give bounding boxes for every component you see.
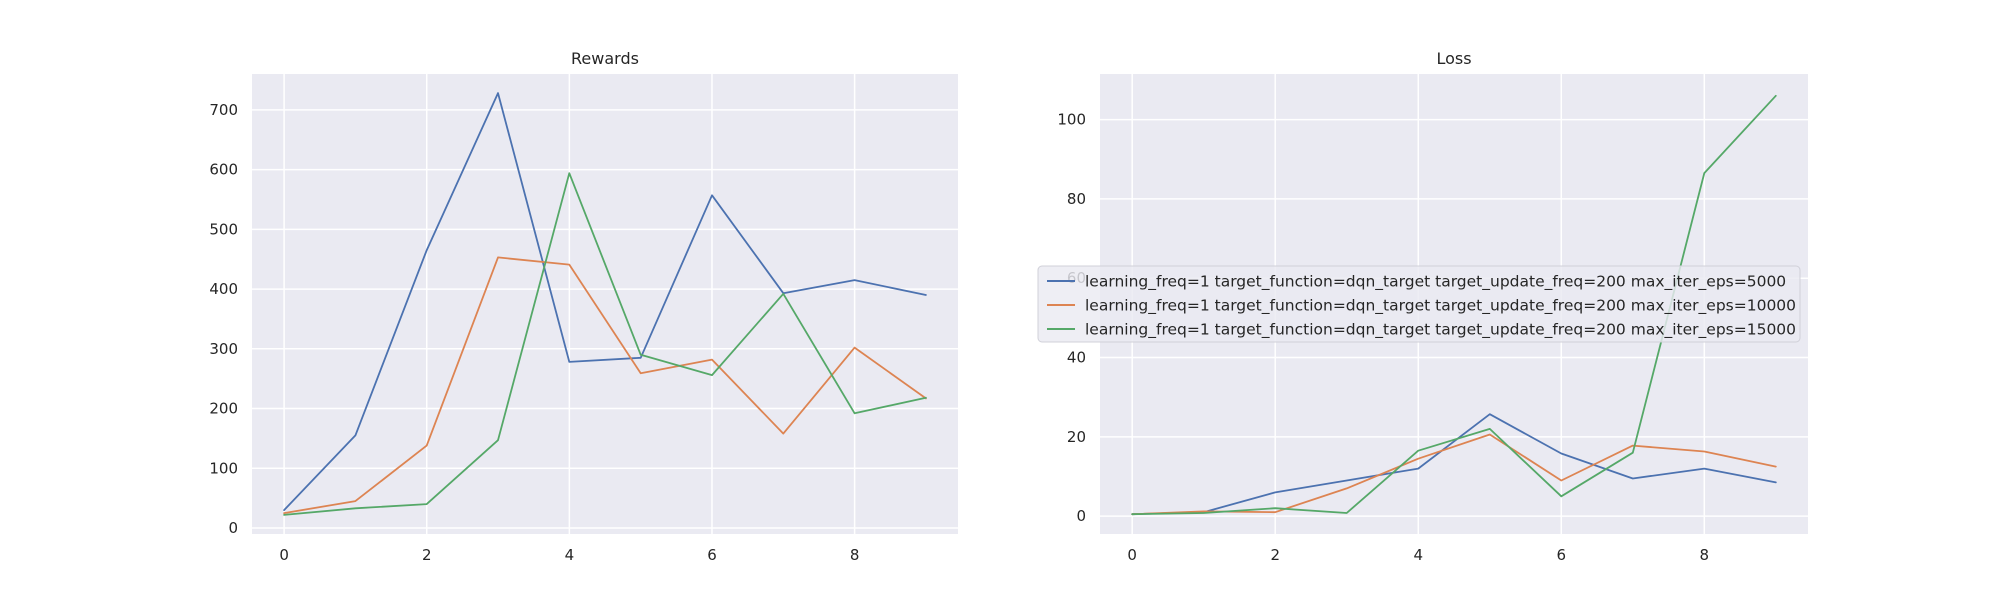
rewards-y-tick-label: 200 [209, 400, 238, 418]
loss-y-tick-label: 20 [1067, 428, 1086, 446]
loss-y-tick-label: 40 [1067, 349, 1086, 367]
rewards-x-tick-label: 2 [422, 546, 432, 564]
rewards-y-tick-label: 300 [209, 340, 238, 358]
rewards-series-10000-line [283, 256, 927, 514]
rewards-series-15000-line [283, 172, 927, 516]
loss-x-tick-label: 4 [1413, 546, 1423, 564]
rewards-x-tick-label: 8 [850, 546, 860, 564]
loss-x-tick-label: 6 [1556, 546, 1566, 564]
legend-label-series-10000: learning_freq=1 target_function=dqn_targ… [1085, 297, 1796, 316]
rewards-y-tick-label: 0 [228, 519, 238, 537]
rewards-series-5000-line [283, 92, 927, 512]
loss-y-tick-label: 100 [1057, 111, 1086, 129]
rewards-x-tick-label: 0 [279, 546, 289, 564]
loss-chart-title: Loss [1436, 49, 1471, 68]
loss-y-tick-label: 0 [1076, 507, 1086, 525]
rewards-y-tick-label: 400 [209, 280, 238, 298]
loss-series-5000-line [1131, 413, 1777, 516]
legend-label-series-5000: learning_freq=1 target_function=dqn_targ… [1085, 273, 1786, 292]
rewards-y-tick-label: 500 [209, 220, 238, 238]
rewards-x-tick-label: 6 [707, 546, 717, 564]
rewards-y-tick-label: 700 [209, 101, 238, 119]
loss-y-tick-label: 80 [1067, 190, 1086, 208]
rewards-plot-area [252, 74, 958, 534]
legend-label-series-15000: learning_freq=1 target_function=dqn_targ… [1085, 321, 1796, 340]
legend: learning_freq=1 target_function=dqn_targ… [1037, 265, 1801, 343]
loss-x-tick-label: 0 [1127, 546, 1137, 564]
loss-x-tick-label: 2 [1270, 546, 1280, 564]
loss-series-10000-line [1131, 433, 1777, 516]
rewards-y-tick-label: 100 [209, 459, 238, 477]
loss-x-tick-label: 8 [1700, 546, 1710, 564]
rewards-y-tick-label: 600 [209, 161, 238, 179]
rewards-x-tick-label: 4 [565, 546, 575, 564]
legend-box [1037, 265, 1801, 343]
rewards-chart: Rewards 0 2 4 6 8 0 100 200 300 400 500 600 700 [209, 49, 958, 564]
rewards-chart-title: Rewards [571, 49, 639, 68]
